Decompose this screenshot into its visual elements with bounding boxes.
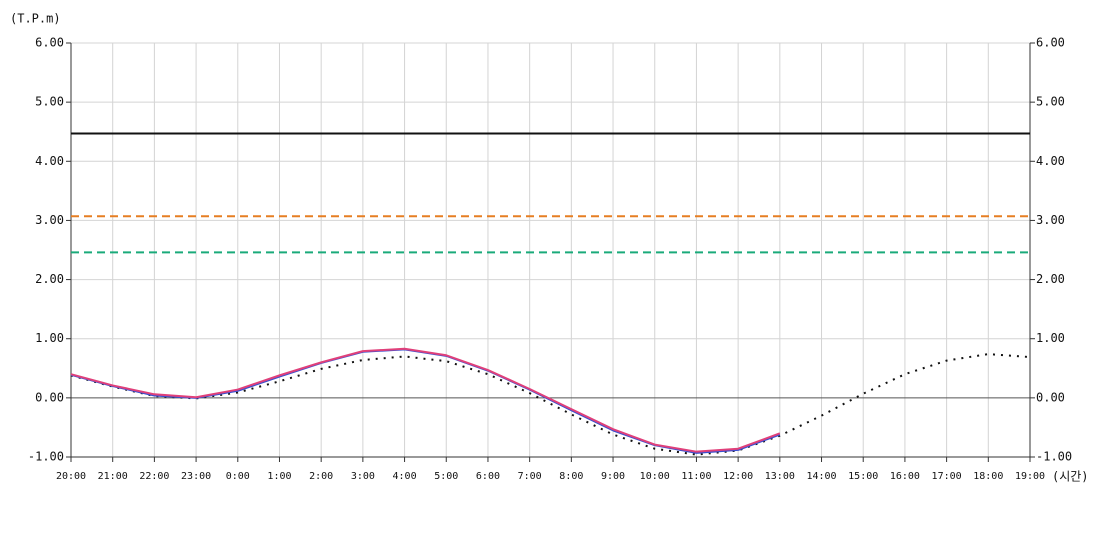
- x-tick-label: 18:00: [973, 471, 1003, 482]
- y2-tick-label: 3.00: [1036, 213, 1065, 227]
- series-line: [70, 353, 1031, 456]
- x-tick-label: 17:00: [932, 471, 962, 482]
- x-axis-label: (시간): [1052, 470, 1089, 484]
- x-tick-label: 19:00: [1015, 471, 1045, 482]
- y-tick-label: 6.00: [35, 36, 64, 50]
- y-tick-label: -1.00: [28, 450, 64, 464]
- series-line: [70, 348, 781, 454]
- y-tick-label: 5.00: [35, 95, 64, 109]
- x-tick-label: 22:00: [139, 471, 169, 482]
- y2-tick-label: 1.00: [1036, 331, 1065, 345]
- y-axis-label: (T.P.m): [10, 12, 61, 26]
- x-tick-label: 20:00: [56, 471, 86, 482]
- x-tick-label: 7:00: [518, 471, 542, 482]
- y2-tick-label: 5.00: [1036, 95, 1065, 109]
- x-tick-label: 5:00: [434, 471, 458, 482]
- x-tick-label: 12:00: [723, 471, 753, 482]
- x-tick-label: 0:00: [226, 471, 250, 482]
- x-tick-label: 16:00: [890, 471, 920, 482]
- x-tick-label: 6:00: [476, 471, 500, 482]
- x-tick-label: 1:00: [267, 471, 291, 482]
- x-tick-label: 9:00: [601, 471, 625, 482]
- y2-tick-label: 6.00: [1036, 36, 1065, 50]
- y2-tick-label: -1.00: [1036, 450, 1072, 464]
- x-tick-label: 14:00: [806, 471, 836, 482]
- x-tick-label: 3:00: [351, 471, 375, 482]
- x-tick-label: 8:00: [559, 471, 583, 482]
- x-tick-label: 13:00: [765, 471, 795, 482]
- x-tick-label: 2:00: [309, 471, 333, 482]
- x-tick-label: 23:00: [181, 471, 211, 482]
- y-tick-label: 1.00: [35, 331, 64, 345]
- y-tick-label: 4.00: [35, 154, 64, 168]
- y2-tick-label: 0.00: [1036, 390, 1065, 404]
- y-tick-label: 2.00: [35, 272, 64, 286]
- y-tick-label: 0.00: [35, 390, 64, 404]
- y-tick-label: 3.00: [35, 213, 64, 227]
- x-tick-label: 21:00: [98, 471, 128, 482]
- x-tick-label: 10:00: [640, 471, 670, 482]
- x-tick-label: 11:00: [681, 471, 711, 482]
- x-tick-label: 15:00: [848, 471, 878, 482]
- series-line: [70, 347, 781, 453]
- y2-tick-label: 2.00: [1036, 272, 1065, 286]
- y2-tick-label: 4.00: [1036, 154, 1065, 168]
- x-tick-label: 4:00: [393, 471, 417, 482]
